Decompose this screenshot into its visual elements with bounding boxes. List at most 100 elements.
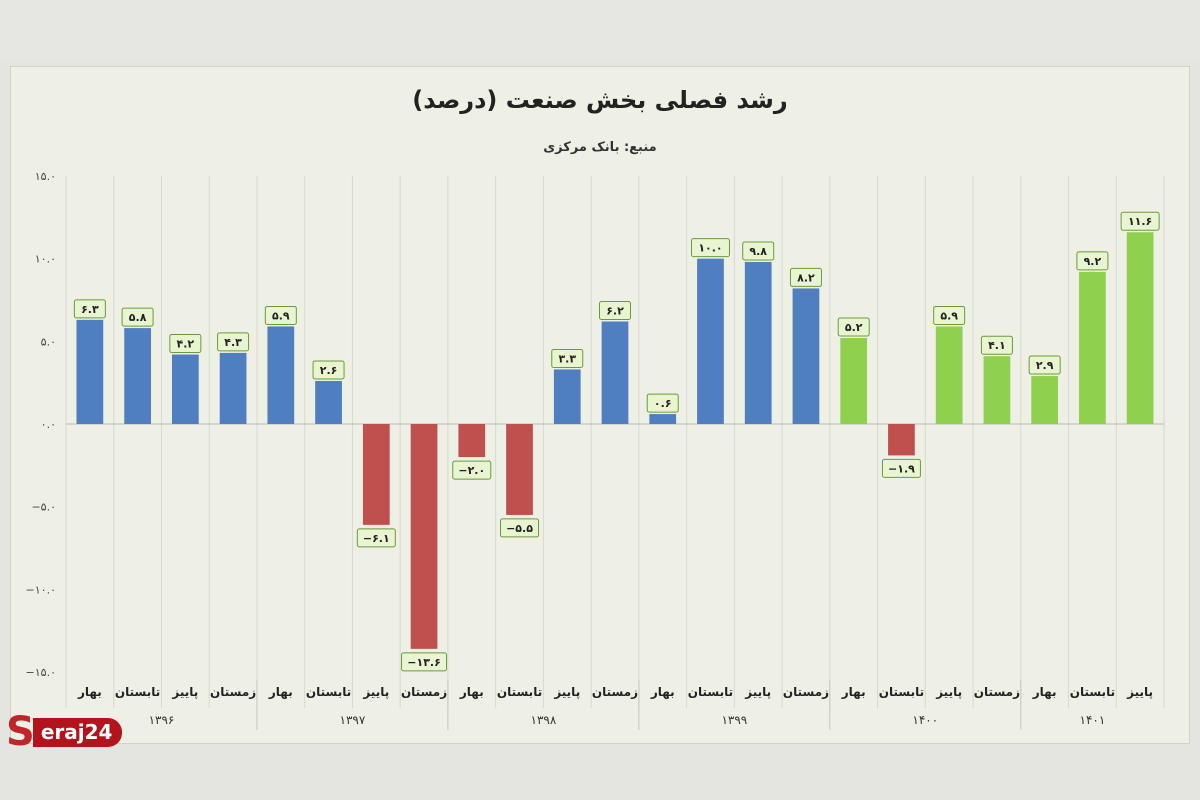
bottom-band	[0, 744, 1200, 800]
data-label-box	[73, 299, 106, 319]
year-label: ۱۴۰۰	[912, 713, 938, 727]
data-label-box	[264, 305, 297, 325]
category-label: پاییز	[935, 685, 962, 699]
bar	[553, 369, 581, 424]
category-label: زمستان	[783, 685, 829, 699]
bar	[697, 258, 724, 424]
data-label: ۴.۲	[177, 338, 195, 351]
bar	[506, 424, 533, 515]
bar	[219, 352, 247, 424]
data-label: ۳.۳	[558, 352, 576, 365]
year-label: ۱۳۹۷	[340, 713, 366, 727]
data-label-box	[500, 518, 540, 538]
category-label: تابستان	[879, 685, 924, 699]
data-label: ۱۰.۰	[698, 242, 722, 255]
data-label: −۶.۱	[363, 532, 390, 545]
data-label: ۲.۶	[320, 364, 338, 377]
chart-title: رشد فصلی بخش صنعت (درصد)	[412, 86, 788, 114]
data-label-box	[312, 360, 345, 380]
category-label: بهار	[77, 685, 102, 699]
data-label: ۰.۶	[654, 397, 672, 410]
year-label: ۱۴۰۱	[1080, 713, 1106, 727]
bar	[1126, 232, 1154, 424]
data-label: ۴.۱	[988, 339, 1006, 352]
data-label-box	[1028, 355, 1061, 375]
category-label: تابستان	[1070, 685, 1115, 699]
bar	[983, 356, 1011, 424]
bar	[601, 321, 629, 424]
data-label: ۵.۹	[940, 309, 958, 322]
bar	[888, 424, 915, 456]
y-tick-label: ۰.۰	[41, 418, 56, 431]
category-label: بهار	[459, 685, 484, 699]
data-label: ۹.۸	[749, 245, 767, 258]
data-label-box	[980, 335, 1013, 355]
category-label: پاییز	[553, 685, 580, 699]
data-label: ۵.۲	[845, 321, 863, 334]
data-label-box	[452, 460, 492, 480]
data-label-box	[1076, 251, 1109, 271]
data-label: ۲.۹	[1036, 359, 1054, 372]
data-label: −۱.۹	[888, 462, 915, 475]
bar	[171, 354, 199, 424]
bar	[124, 328, 151, 424]
bar	[410, 424, 438, 649]
data-label-box	[837, 317, 870, 337]
bar	[935, 326, 963, 424]
category-label: زمستان	[401, 685, 447, 699]
category-label: تابستان	[115, 685, 160, 699]
bar	[458, 424, 486, 458]
bar	[362, 424, 390, 525]
data-label-box	[933, 305, 966, 325]
category-label: زمستان	[592, 685, 638, 699]
data-label: ۶.۲	[606, 304, 624, 317]
data-label: ۸.۲	[797, 271, 815, 284]
data-label: ۹.۲	[1084, 255, 1102, 268]
data-label-box	[690, 238, 730, 258]
data-label-box	[169, 334, 202, 354]
category-label: تابستان	[497, 685, 542, 699]
data-label-box	[217, 332, 250, 352]
data-label: −۱۳.۶	[407, 656, 441, 669]
data-label-box	[599, 300, 631, 320]
year-label: ۱۳۹۸	[531, 713, 557, 727]
category-label: تابستان	[306, 685, 351, 699]
category-label: تابستان	[688, 685, 733, 699]
data-label-box	[356, 528, 396, 548]
bar	[1031, 376, 1059, 424]
category-label: پاییز	[744, 685, 771, 699]
bar	[840, 338, 868, 424]
category-label: پاییز	[362, 685, 389, 699]
data-label: −۵.۵	[506, 522, 533, 535]
category-label: زمستان	[210, 685, 256, 699]
y-tick-label: −۱۵.۰	[26, 666, 56, 679]
y-tick-label: ۱۰.۰	[35, 253, 56, 266]
data-label: ۵.۹	[272, 309, 290, 322]
top-band	[0, 0, 1200, 60]
data-label-box	[401, 652, 448, 672]
logo-letter: S	[6, 709, 35, 755]
bar	[315, 381, 342, 424]
bar	[267, 326, 295, 424]
data-label-box	[742, 241, 775, 261]
data-label-box	[646, 393, 679, 413]
data-label-box	[881, 458, 921, 478]
category-label: پاییز	[1126, 685, 1153, 699]
site-logo: S eraj24	[6, 709, 123, 755]
y-tick-label: −۱۰.۰	[26, 583, 56, 596]
data-label-box	[1120, 211, 1160, 231]
data-label: ۴.۳	[224, 336, 242, 349]
category-label: بهار	[268, 685, 293, 699]
category-label: بهار	[650, 685, 675, 699]
data-label-box	[121, 307, 154, 327]
bar	[76, 319, 104, 424]
data-label: ۶.۳	[81, 303, 99, 316]
category-label: پاییز	[171, 685, 198, 699]
year-label: ۱۳۹۶	[149, 713, 175, 727]
data-label-box	[789, 267, 822, 287]
bar	[744, 261, 772, 424]
category-label: بهار	[841, 685, 866, 699]
data-label: −۲.۰	[458, 464, 485, 477]
chart-subtitle: منبع: بانک مرکزی	[543, 140, 657, 155]
